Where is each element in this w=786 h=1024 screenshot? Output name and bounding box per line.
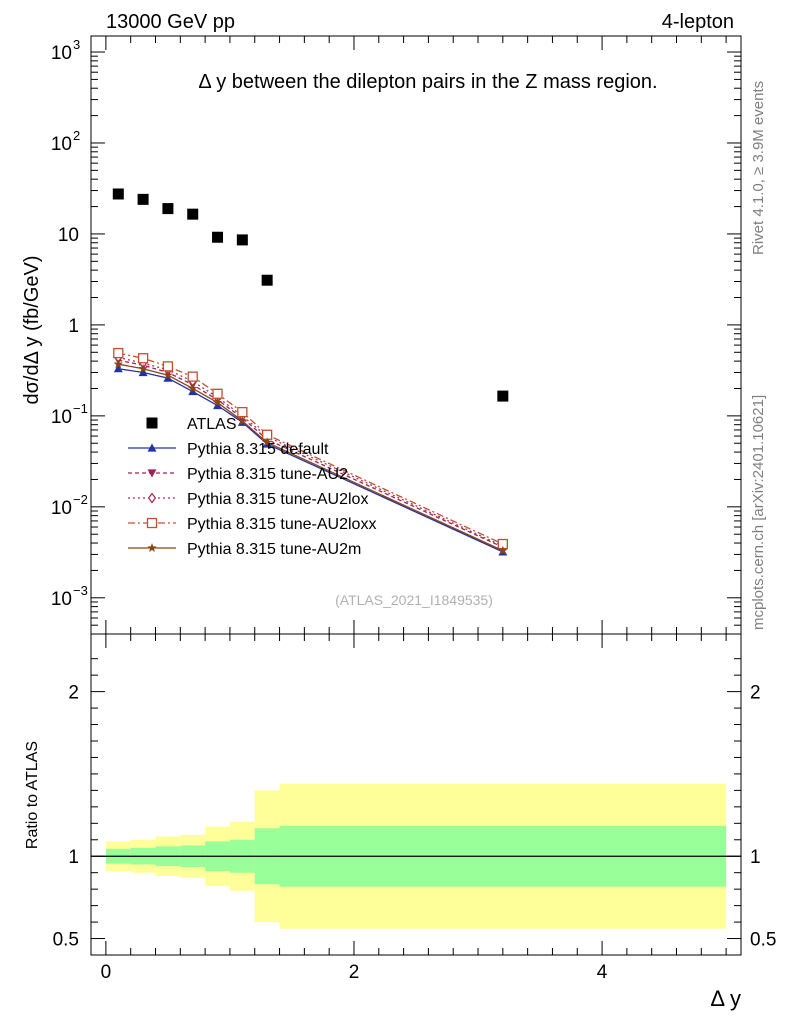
series-pythia-8-315-tune-au2m <box>113 359 508 555</box>
series-atlas <box>112 188 509 402</box>
legend-label: Pythia 8.315 tune-AU2loxx <box>187 516 376 533</box>
y-tick-label: 10 <box>51 498 72 519</box>
ratio-y-tick-label: 0.5 <box>53 930 79 951</box>
data-point <box>262 437 272 447</box>
legend-entry: Pythia 8.315 tune-AU2m <box>128 541 361 558</box>
data-point <box>113 359 123 369</box>
data-point <box>162 203 174 215</box>
energy-label: 13000 GeV pp <box>106 11 235 33</box>
data-point <box>236 234 248 246</box>
y-tick-label: 10 <box>51 43 72 64</box>
legend-marker <box>147 469 157 478</box>
series-line <box>118 359 504 548</box>
ratio-y-axis: 0.5 0.5 1 1 2 2 <box>53 658 776 951</box>
legend-marker <box>146 517 158 529</box>
data-point <box>237 406 248 418</box>
data-point <box>137 353 149 364</box>
data-point <box>188 387 198 396</box>
data-point <box>261 274 273 286</box>
data-point <box>212 231 224 243</box>
ratio-y-tick-label-right: 1 <box>750 847 761 868</box>
data-point <box>497 390 509 402</box>
legend-marker <box>146 417 158 429</box>
x-tick-label: 2 <box>349 962 360 983</box>
ratio-plot-frame <box>90 633 742 956</box>
ratio-y-tick-label: 1 <box>68 847 79 868</box>
y-tick-exponent: −3 <box>73 583 88 598</box>
data-point <box>113 347 124 359</box>
y-tick-label: 1 <box>68 316 79 337</box>
y-tick-label: 10 <box>51 589 72 610</box>
series-line <box>118 363 504 552</box>
data-point <box>163 370 173 380</box>
legend-label: Pythia 8.315 tune-AU2m <box>187 541 361 558</box>
data-point <box>113 364 123 373</box>
data-point <box>213 401 223 410</box>
rivet-version-label: Rivet 4.1.0, ≥ 3.9M events <box>750 81 767 255</box>
y-tick-exponent: 2 <box>73 128 80 143</box>
data-point <box>163 373 173 382</box>
legend-entry: Pythia 8.315 default <box>128 441 329 458</box>
legend-marker <box>147 492 157 504</box>
y-tick-exponent: −2 <box>73 492 88 507</box>
data-point <box>187 208 199 220</box>
legend-entry: Pythia 8.315 tune-AU2loxx <box>128 516 376 533</box>
ratio-plot-panel: Ratio to ATLAS 0.5 0.5 1 1 2 2 0 2 4 Δ y <box>24 36 776 1011</box>
data-point <box>237 415 248 425</box>
legend-entry: Pythia 8.315 tune-AU2 <box>128 466 348 483</box>
legend-label: ATLAS <box>187 416 237 433</box>
plot-title: Δ y between the dilepton pairs in the Z … <box>198 71 657 93</box>
legend-marker <box>147 443 157 452</box>
data-point <box>162 361 174 372</box>
y-tick-exponent: 3 <box>73 37 80 52</box>
main-plot-panel: Δ y between the dilepton pairs in the Z … <box>21 35 742 635</box>
ratio-y-tick-label-right: 0.5 <box>750 930 776 951</box>
channel-label: 4-lepton <box>662 11 734 33</box>
data-point <box>188 383 198 393</box>
x-axis: 0 2 4 <box>101 36 727 983</box>
legend-label: Pythia 8.315 default <box>187 441 329 458</box>
x-axis-label: Δ y <box>710 986 741 1011</box>
x-tick-label: 0 <box>101 962 112 983</box>
series-line <box>118 368 504 553</box>
ratio-y-tick-label-right: 2 <box>750 683 761 704</box>
ratio-y-tick-label: 2 <box>68 683 79 704</box>
y-tick-label: 10 <box>58 225 79 246</box>
legend-label: Pythia 8.315 tune-AU2 <box>187 466 348 483</box>
x-tick-label: 4 <box>597 962 608 983</box>
data-point <box>212 397 223 407</box>
data-point <box>112 188 124 200</box>
data-point <box>187 371 198 382</box>
y-tick-label: 10 <box>51 407 72 428</box>
y-tick-label: 10 <box>51 134 72 155</box>
legend-label: Pythia 8.315 tune-AU2lox <box>187 491 368 508</box>
main-y-axis-label: dσ/dΔ y (fb/GeV) <box>21 255 43 404</box>
ratio-y-axis-label: Ratio to ATLAS <box>24 741 41 849</box>
data-point <box>212 388 223 399</box>
mcplots-label: mcplots.cern.ch [arXiv:2401.10621] <box>750 395 767 630</box>
analysis-id-label: (ATLAS_2021_I1849535) <box>335 592 493 608</box>
data-point <box>138 367 148 377</box>
legend-marker <box>147 543 157 553</box>
data-point <box>137 193 149 205</box>
legend-entry: Pythia 8.315 tune-AU2lox <box>128 491 368 508</box>
legend: ATLAS Pythia 8.315 default Pythia 8.315 tu… <box>128 416 376 558</box>
data-point <box>138 363 148 373</box>
y-tick-exponent: −1 <box>73 401 88 416</box>
data-point <box>498 545 508 555</box>
legend-entry: ATLAS <box>146 416 237 433</box>
